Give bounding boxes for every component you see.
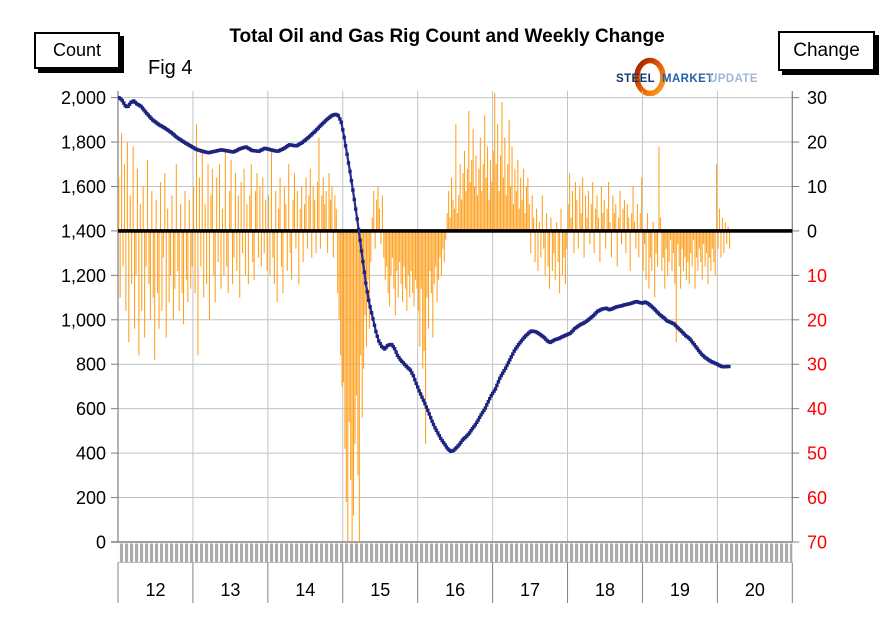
svg-text:20: 20 [807, 310, 827, 330]
chart-title: Total Oil and Gas Rig Count and Weekly C… [229, 26, 665, 47]
svg-text:800: 800 [76, 355, 106, 375]
steel-market-update-logo: STEEL MARKET UPDATE [610, 56, 760, 97]
svg-text:40: 40 [807, 399, 827, 419]
svg-text:2,000: 2,000 [61, 88, 106, 108]
svg-text:19: 19 [670, 580, 690, 600]
svg-text:18: 18 [595, 580, 615, 600]
svg-text:1,200: 1,200 [61, 266, 106, 286]
svg-text:1,800: 1,800 [61, 133, 106, 153]
svg-text:70: 70 [807, 533, 827, 553]
svg-text:1,600: 1,600 [61, 177, 106, 197]
svg-text:20: 20 [745, 580, 765, 600]
svg-text:50: 50 [807, 444, 827, 464]
count-axis-box: Count [34, 32, 120, 69]
svg-text:17: 17 [520, 580, 540, 600]
change-axis-box-label: Change [793, 40, 860, 61]
svg-text:12: 12 [145, 580, 165, 600]
svg-text:200: 200 [76, 488, 106, 508]
svg-text:10: 10 [807, 177, 827, 197]
svg-text:60: 60 [807, 488, 827, 508]
svg-text:14: 14 [295, 580, 315, 600]
svg-text:0: 0 [807, 221, 817, 241]
svg-text:30: 30 [807, 355, 827, 375]
svg-text:1,400: 1,400 [61, 221, 106, 241]
logo-word-steel: STEEL [616, 73, 655, 85]
logo-word-update: UPDATE [709, 73, 758, 85]
svg-text:1,000: 1,000 [61, 310, 106, 330]
svg-text:16: 16 [445, 580, 465, 600]
count-axis-box-label: Count [52, 40, 102, 60]
svg-text:13: 13 [220, 580, 240, 600]
svg-text:15: 15 [370, 580, 390, 600]
svg-text:20: 20 [807, 133, 827, 153]
figure-number-label: Fig 4 [148, 57, 193, 79]
svg-text:600: 600 [76, 399, 106, 419]
change-axis-box: Change [778, 31, 875, 71]
svg-text:10: 10 [807, 266, 827, 286]
svg-text:30: 30 [807, 88, 827, 108]
svg-text:0: 0 [96, 533, 106, 553]
svg-text:400: 400 [76, 444, 106, 464]
logo-swoosh-icon [634, 57, 666, 97]
logo-word-market: MARKET [662, 73, 714, 85]
